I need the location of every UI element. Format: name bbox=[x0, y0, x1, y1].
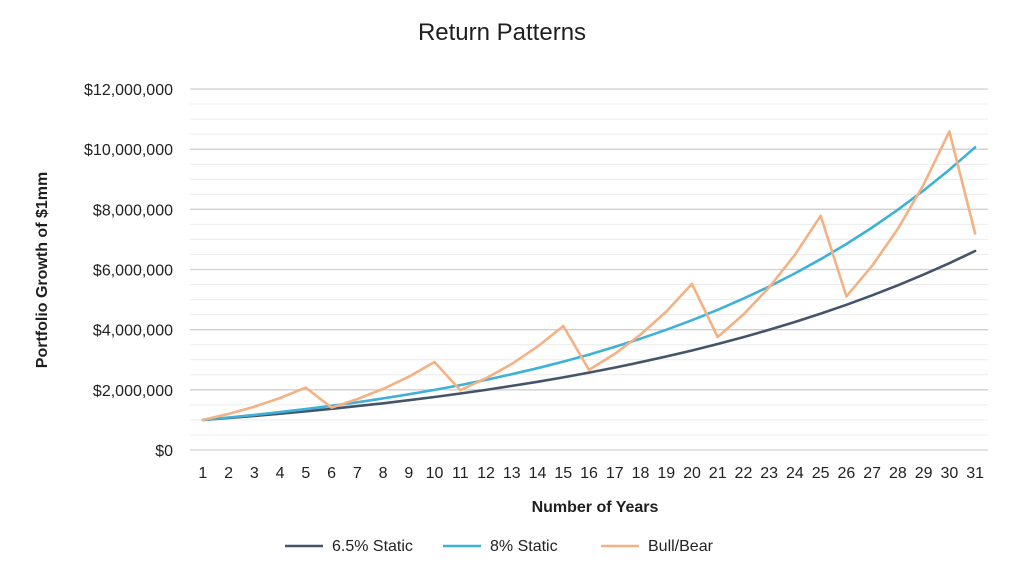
series-lines bbox=[201, 130, 977, 422]
x-tick-label: 26 bbox=[838, 465, 856, 482]
legend-label: 6.5% Static bbox=[332, 538, 413, 555]
chart-title: Return Patterns bbox=[418, 19, 586, 46]
x-axis-label: Number of Years bbox=[532, 499, 659, 516]
x-tick-label: 6 bbox=[327, 465, 336, 482]
x-tick-label: 5 bbox=[301, 465, 310, 482]
series-line-6-5-static bbox=[201, 249, 977, 422]
x-tick-label: 23 bbox=[760, 465, 778, 482]
x-tick-label: 4 bbox=[276, 465, 285, 482]
x-tick-label: 16 bbox=[580, 465, 598, 482]
legend: 6.5% Static 8% Static Bull/Bear bbox=[285, 538, 714, 555]
x-tick-label: 24 bbox=[786, 465, 804, 482]
y-tick-label: $8,000,000 bbox=[93, 202, 173, 219]
y-tick-label: $10,000,000 bbox=[84, 142, 173, 159]
x-tick-label: 28 bbox=[889, 465, 907, 482]
series-line-8-static bbox=[201, 146, 977, 422]
y-axis-label: Portfolio Growth of $1mm bbox=[34, 172, 51, 368]
x-tick-label: 11 bbox=[452, 465, 469, 482]
x-tick-label: 1 bbox=[198, 465, 207, 482]
x-tick-label: 17 bbox=[606, 465, 624, 482]
y-tick-label: $0 bbox=[155, 443, 173, 460]
legend-label: 8% Static bbox=[490, 538, 558, 555]
series-line-bull-bear bbox=[201, 130, 977, 422]
x-tick-label: 3 bbox=[250, 465, 259, 482]
x-tick-label: 21 bbox=[709, 465, 727, 482]
x-tick-label: 18 bbox=[632, 465, 650, 482]
y-axis-ticks: $0 $2,000,000 $4,000,000 $6,000,000 $8,000,0… bbox=[84, 82, 173, 460]
x-tick-label: 29 bbox=[915, 465, 933, 482]
x-tick-label: 7 bbox=[353, 465, 362, 482]
grid-lines bbox=[190, 88, 988, 451]
x-tick-label: 9 bbox=[404, 465, 413, 482]
x-tick-label: 20 bbox=[683, 465, 701, 482]
y-tick-label: $4,000,000 bbox=[93, 323, 173, 340]
y-tick-label: $6,000,000 bbox=[93, 263, 173, 280]
y-tick-label: $12,000,000 bbox=[84, 82, 173, 99]
x-tick-label: 31 bbox=[966, 465, 984, 482]
x-tick-label: 12 bbox=[477, 465, 495, 482]
y-tick-label: $2,000,000 bbox=[93, 383, 173, 400]
x-tick-label: 13 bbox=[503, 465, 521, 482]
x-tick-label: 2 bbox=[224, 465, 233, 482]
x-tick-label: 30 bbox=[940, 465, 958, 482]
x-tick-label: 22 bbox=[735, 465, 753, 482]
x-tick-label: 10 bbox=[426, 465, 444, 482]
legend-label: Bull/Bear bbox=[648, 538, 714, 555]
x-tick-label: 27 bbox=[863, 465, 881, 482]
x-axis-ticks: 1 2 3 4 5 6 7 8 9 10 11 12 13 14 15 16 17 18 19 20 21 22 23 24 2… bbox=[198, 465, 984, 482]
x-tick-label: 8 bbox=[379, 465, 388, 482]
x-tick-label: 19 bbox=[657, 465, 675, 482]
x-tick-label: 25 bbox=[812, 465, 830, 482]
x-tick-label: 14 bbox=[529, 465, 547, 482]
x-tick-label: 15 bbox=[554, 465, 572, 482]
